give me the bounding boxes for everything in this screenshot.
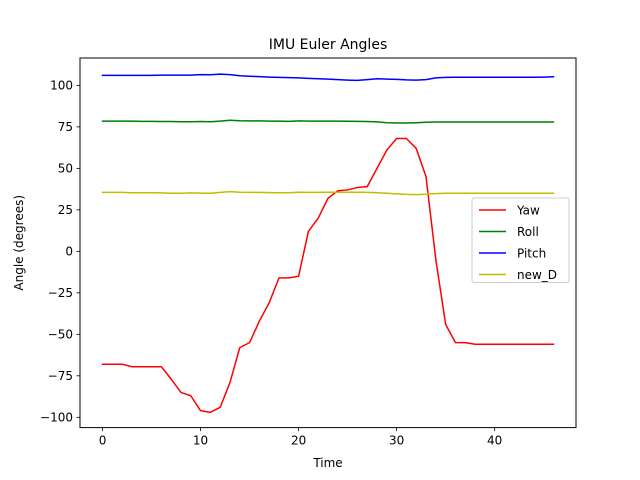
legend-label: Pitch (517, 246, 546, 260)
y-axis: −100 −75 −50 −25 0 25 50 75 100 (40, 79, 80, 425)
y-tick-label: −75 (48, 369, 73, 383)
y-axis-title: Angle (degrees) (12, 195, 26, 291)
x-tick-label: 20 (291, 434, 306, 448)
series-line-roll (101, 119, 555, 124)
x-tick-label: 40 (487, 434, 502, 448)
chart-title: IMU Euler Angles (269, 37, 387, 53)
y-tick-label: 25 (58, 203, 73, 217)
legend-label: new_D (517, 268, 557, 282)
series-line-new-d (101, 190, 555, 196)
legend-label: Yaw (516, 203, 540, 217)
plot-frame (79, 57, 577, 429)
legend-label: Roll (517, 225, 539, 239)
x-tick-label: 30 (389, 434, 404, 448)
series-layer (101, 73, 555, 414)
x-tick-label: 0 (99, 434, 107, 448)
legend: Yaw Roll Pitch new_D (471, 197, 570, 283)
legend-box (471, 197, 570, 283)
x-tick-label: 10 (193, 434, 208, 448)
y-tick-label: 50 (58, 162, 73, 176)
x-axis: 0 10 20 30 40 (99, 427, 502, 448)
y-tick-label: 100 (50, 79, 73, 93)
y-tick-label: 75 (58, 120, 73, 134)
x-axis-title: Time (312, 456, 342, 470)
y-tick-label: 0 (65, 245, 73, 259)
y-tick-label: −25 (48, 286, 73, 300)
y-tick-label: −100 (40, 411, 73, 425)
series-line-yaw (101, 137, 555, 414)
series-line-pitch (101, 73, 555, 82)
y-tick-label: −50 (48, 328, 73, 342)
